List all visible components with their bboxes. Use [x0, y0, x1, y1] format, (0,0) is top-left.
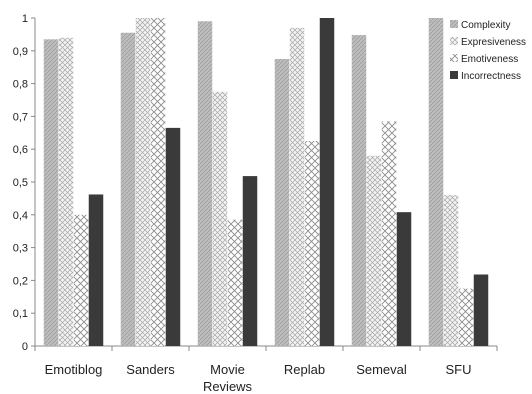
- category-label: Sanders: [126, 362, 175, 377]
- bar-incorrectness: [88, 194, 104, 346]
- bar-emotiveness: [381, 121, 397, 346]
- y-tick-labels: 0 0,1 0,2 0,3 0,4 0,5 0,6 0,7 0,8 0,9 1: [13, 13, 28, 353]
- bar-incorrectness: [396, 212, 412, 346]
- legend-swatch-emotiveness: [450, 54, 458, 62]
- bar-emotiveness: [150, 18, 166, 346]
- y-tick-label: 0,6: [13, 144, 28, 156]
- category-label: SFU: [446, 362, 472, 377]
- legend-swatch-expresiveness: [450, 37, 458, 45]
- bar-emotiveness: [458, 288, 474, 346]
- bar-complexity: [43, 39, 59, 346]
- bar-complexity: [351, 35, 367, 346]
- y-tick-label: 0,1: [13, 308, 28, 320]
- bar-expresiveness: [58, 37, 74, 347]
- bar-complexity: [120, 32, 136, 346]
- bar-expresiveness: [443, 195, 459, 346]
- category-labels: Emotiblog Sanders Movie Reviews Replab Semeva…: [45, 362, 472, 394]
- bar-expresiveness: [135, 18, 151, 346]
- bar-expresiveness: [212, 91, 228, 346]
- category-label: Emotiblog: [45, 362, 103, 377]
- y-tick-label: 0,9: [13, 46, 28, 58]
- bars: [43, 18, 489, 347]
- y-tick-label: 0,7: [13, 111, 28, 123]
- y-tick-label: 0,5: [13, 177, 28, 189]
- bar-incorrectness: [242, 176, 258, 346]
- category-label: Semeval: [356, 362, 407, 377]
- bar-complexity: [274, 59, 290, 346]
- y-tick-label: 0,8: [13, 79, 28, 91]
- y-tick-label: 0,3: [13, 243, 28, 255]
- category-label: Movie Reviews: [203, 362, 253, 394]
- bar-expresiveness: [289, 27, 305, 347]
- bar-complexity: [197, 21, 213, 347]
- legend-swatch-incorrectness: [450, 71, 458, 79]
- legend-label-emotiveness: Emotiveness: [461, 54, 518, 65]
- legend-swatch-complexity: [450, 20, 458, 28]
- bar-incorrectness: [319, 18, 335, 346]
- category-label: Replab: [284, 362, 325, 377]
- bar-expresiveness: [366, 155, 382, 346]
- bar-complexity: [428, 18, 444, 346]
- bar-emotiveness: [227, 219, 243, 346]
- y-tick-label: 1: [22, 13, 28, 25]
- bar-emotiveness: [304, 141, 320, 346]
- y-tick-label: 0: [22, 341, 28, 353]
- y-tick-label: 0,2: [13, 275, 28, 287]
- bar-incorrectness: [165, 127, 181, 346]
- legend-label-complexity: Complexity: [461, 20, 510, 31]
- bar-emotiveness: [73, 214, 89, 346]
- legend-label-incorrectness: Incorrectness: [461, 71, 521, 82]
- axes: [31, 17, 498, 351]
- legend-label-expresiveness: Expresiveness: [461, 37, 526, 48]
- y-tick-label: 0,4: [13, 210, 28, 222]
- bar-incorrectness: [473, 274, 489, 346]
- legend: Complexity Expresiveness Emotiveness Incorr…: [450, 20, 526, 82]
